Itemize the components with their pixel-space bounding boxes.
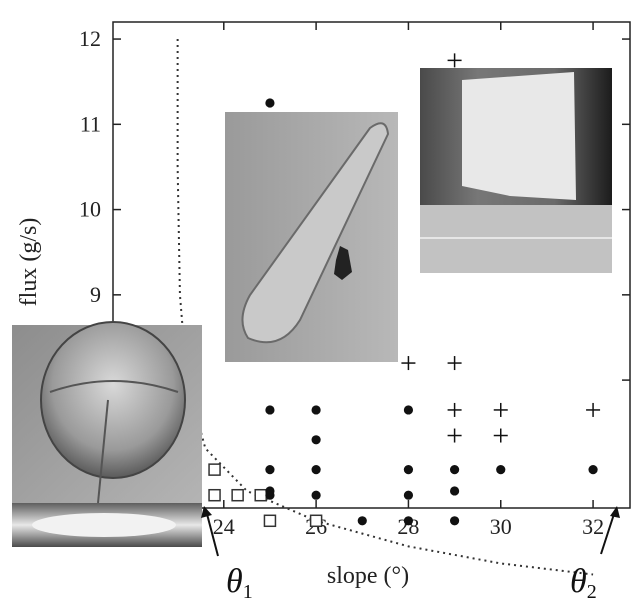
filled-circle-marker — [449, 465, 460, 475]
plot-frame — [112, 21, 631, 509]
open-square-marker — [263, 514, 277, 528]
filled-circle-marker — [403, 405, 414, 415]
filled-circle-marker — [311, 435, 321, 445]
y-tick-label: 10 — [79, 197, 101, 222]
x-tick-label: 30 — [490, 514, 512, 539]
open-square-marker — [208, 488, 221, 502]
open-square-marker — [231, 488, 244, 502]
plus-marker — [447, 402, 462, 417]
y-tick-label: 9 — [90, 282, 101, 307]
filled-circle-marker — [403, 465, 414, 475]
filled-circle-marker — [311, 490, 321, 500]
filled-circle-marker — [357, 516, 367, 526]
filled-circle-marker — [403, 516, 414, 526]
plus-marker — [493, 428, 508, 443]
plus-marker — [493, 402, 508, 417]
open-square-marker — [309, 514, 323, 528]
plus-marker — [586, 402, 601, 417]
photo-elongated-rivulet — [225, 112, 398, 362]
theta1-annotation: θ1 — [201, 506, 253, 598]
filled-circle-marker — [588, 465, 598, 475]
y-axis-label: flux (g/s) — [16, 218, 42, 307]
plus-marker — [401, 356, 416, 371]
theta2-annotation: θ2 — [570, 506, 620, 598]
filled-circle-marker — [403, 490, 414, 500]
x-tick-label: 28 — [397, 514, 419, 539]
open-square-marker — [254, 488, 267, 502]
filled-circle-marker — [449, 486, 460, 496]
filled-circle-marker — [311, 405, 321, 415]
open-square-marker — [208, 463, 221, 476]
photo-wide-flow — [420, 68, 612, 273]
photo-liquid-drop — [12, 321, 202, 547]
filled-circle-marker — [496, 465, 506, 475]
filled-circle-marker — [265, 465, 275, 475]
y-tick-label: 11 — [80, 111, 101, 136]
y-tick-label: 12 — [79, 26, 101, 51]
x-tick-label: 32 — [582, 514, 604, 539]
theta1-label: θ1 — [226, 563, 253, 598]
x-tick-label: 24 — [213, 514, 235, 539]
filled-circle-marker — [265, 405, 275, 415]
filled-circle-marker — [265, 98, 275, 108]
x-axis-label: slope (°) — [327, 563, 409, 589]
axis-ticks — [113, 22, 630, 508]
plus-marker — [447, 53, 462, 68]
plus-marker — [447, 356, 462, 371]
filled-circle-marker — [311, 465, 321, 475]
theta2-label: θ2 — [570, 563, 597, 598]
plus-marker — [447, 428, 462, 443]
filled-circle-marker — [265, 486, 275, 496]
filled-circle-marker — [449, 516, 460, 526]
